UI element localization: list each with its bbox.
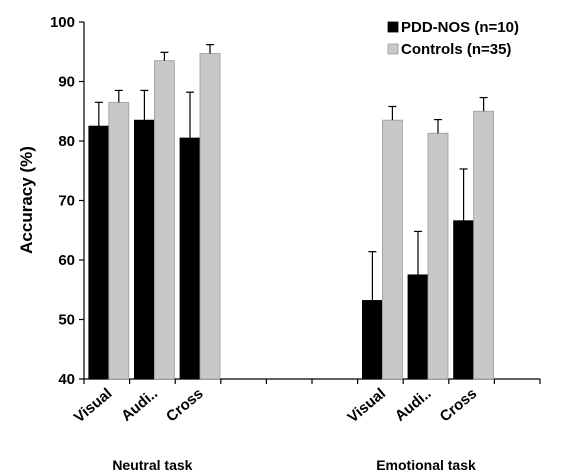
y-tick-label: 40 xyxy=(58,371,75,388)
bar xyxy=(179,137,201,380)
legend-label: PDD-NOS (n=10) xyxy=(401,19,519,36)
bar xyxy=(381,119,403,380)
x-category-label: Visual xyxy=(71,385,116,426)
bar xyxy=(453,220,475,380)
bar xyxy=(361,300,383,380)
y-axis-title: Accuracy (%) xyxy=(17,146,36,254)
x-category-label: Visual xyxy=(344,385,389,426)
bar xyxy=(473,110,495,380)
y-tick-label: 80 xyxy=(58,133,75,150)
y-tick-label: 90 xyxy=(58,74,75,91)
bar xyxy=(153,60,175,380)
x-category-label: Cross xyxy=(163,385,207,425)
bar xyxy=(427,132,449,380)
y-tick-label: 100 xyxy=(50,14,75,31)
bar xyxy=(108,101,130,380)
legend-swatch xyxy=(387,43,399,55)
x-category-label: Audi.. xyxy=(392,385,435,425)
legend-swatch xyxy=(387,21,399,33)
bar xyxy=(199,53,221,380)
bar xyxy=(407,274,429,380)
group-label: Emotional task xyxy=(376,457,476,473)
y-tick-label: 60 xyxy=(58,252,75,269)
bar xyxy=(88,125,110,380)
group-label: Neutral task xyxy=(112,457,192,473)
bar xyxy=(133,119,155,380)
legend-label: Controls (n=35) xyxy=(401,41,511,58)
x-category-label: Cross xyxy=(437,385,481,425)
y-tick-label: 50 xyxy=(58,312,75,329)
x-category-label: Audi.. xyxy=(118,385,161,425)
y-tick-label: 70 xyxy=(58,193,75,210)
